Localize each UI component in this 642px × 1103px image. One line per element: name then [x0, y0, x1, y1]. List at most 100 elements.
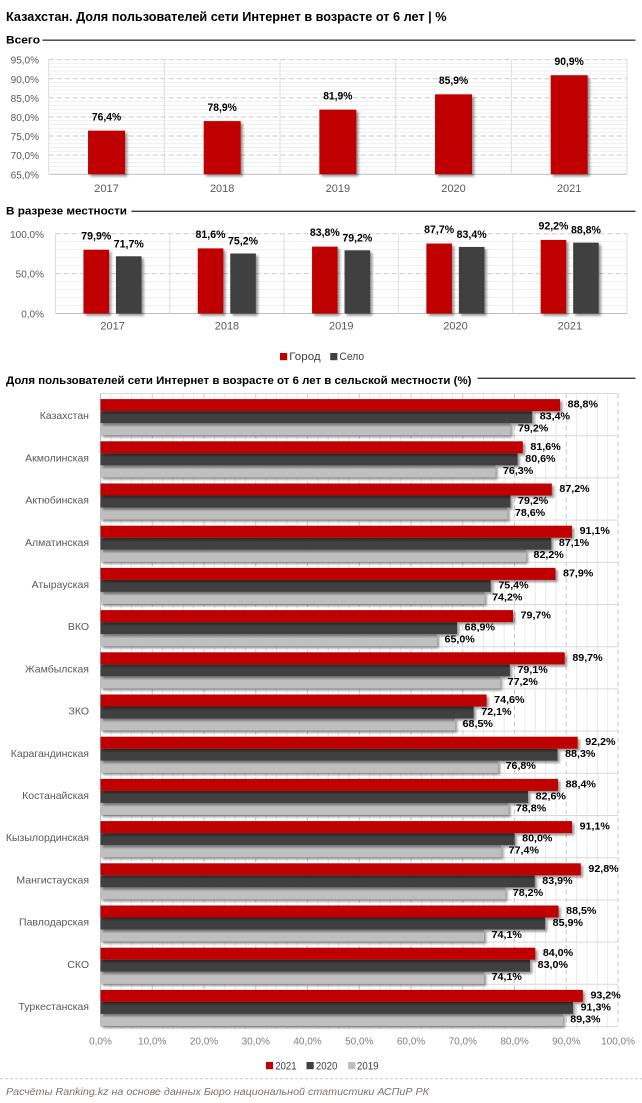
svg-text:79,2%: 79,2% [518, 496, 548, 507]
svg-text:2019: 2019 [329, 321, 353, 333]
svg-text:83,9%: 83,9% [542, 876, 572, 887]
svg-text:70,0%: 70,0% [11, 151, 39, 162]
svg-text:60,0%: 60,0% [397, 1037, 425, 1048]
svg-text:83,4%: 83,4% [540, 412, 570, 423]
svg-text:Алматинская: Алматинская [25, 537, 89, 549]
svg-text:68,5%: 68,5% [463, 719, 493, 730]
svg-text:76,3%: 76,3% [503, 466, 533, 477]
svg-text:91,3%: 91,3% [581, 1002, 611, 1013]
svg-text:93,2%: 93,2% [590, 990, 620, 1001]
svg-text:2019: 2019 [357, 1060, 379, 1072]
svg-text:92,8%: 92,8% [588, 864, 618, 875]
svg-text:85,0%: 85,0% [11, 94, 39, 105]
svg-text:88,8%: 88,8% [571, 225, 601, 237]
svg-text:2021: 2021 [557, 183, 581, 195]
svg-text:40,0%: 40,0% [293, 1037, 321, 1048]
svg-text:83,8%: 83,8% [310, 227, 340, 239]
svg-text:79,1%: 79,1% [517, 665, 547, 676]
svg-text:77,4%: 77,4% [509, 846, 539, 857]
svg-text:89,3%: 89,3% [570, 1014, 600, 1025]
svg-text:91,1%: 91,1% [580, 526, 610, 537]
svg-text:80,0%: 80,0% [500, 1037, 528, 1048]
svg-text:75,4%: 75,4% [498, 580, 528, 591]
svg-text:Акмолинская: Акмолинская [25, 452, 89, 464]
svg-text:79,2%: 79,2% [518, 424, 548, 435]
svg-text:50,0%: 50,0% [16, 270, 44, 281]
svg-text:Карагандинская: Карагандинская [11, 748, 89, 760]
svg-text:10,0%: 10,0% [138, 1037, 166, 1048]
svg-text:80,0%: 80,0% [11, 113, 39, 124]
svg-text:Актюбинская: Актюбинская [25, 495, 89, 507]
svg-text:Костанайская: Костанайская [22, 790, 89, 802]
svg-text:95,0%: 95,0% [11, 56, 39, 67]
svg-text:СКО: СКО [67, 959, 89, 971]
svg-text:88,8%: 88,8% [568, 400, 598, 411]
svg-text:87,1%: 87,1% [559, 538, 589, 549]
svg-text:87,9%: 87,9% [563, 568, 593, 579]
svg-text:76,8%: 76,8% [506, 761, 536, 772]
svg-text:2021: 2021 [558, 321, 582, 333]
svg-text:2017: 2017 [100, 321, 124, 333]
svg-text:74,6%: 74,6% [494, 695, 524, 706]
svg-text:Жамбылская: Жамбылская [25, 663, 89, 675]
svg-text:78,6%: 78,6% [515, 508, 545, 519]
svg-text:70,0%: 70,0% [449, 1037, 477, 1048]
svg-text:Расчёты Ranking.kz на основе д: Расчёты Ranking.kz на основе данных Бюро… [6, 1087, 430, 1098]
svg-text:78,8%: 78,8% [516, 803, 546, 814]
svg-text:2019: 2019 [326, 183, 350, 195]
svg-text:89,7%: 89,7% [572, 653, 602, 664]
svg-text:88,5%: 88,5% [566, 906, 596, 917]
svg-text:0,0%: 0,0% [21, 310, 44, 321]
svg-text:80,6%: 80,6% [525, 454, 555, 465]
svg-text:В разрезе местности: В разрезе местности [6, 206, 127, 218]
svg-text:87,2%: 87,2% [559, 484, 589, 495]
svg-text:72,1%: 72,1% [481, 707, 511, 718]
svg-text:79,2%: 79,2% [342, 232, 372, 244]
svg-text:71,7%: 71,7% [114, 238, 144, 250]
svg-text:0,0%: 0,0% [89, 1037, 112, 1048]
svg-text:88,3%: 88,3% [565, 749, 595, 760]
svg-text:78,9%: 78,9% [208, 102, 237, 114]
svg-text:50,0%: 50,0% [345, 1037, 373, 1048]
svg-text:Павлодарская: Павлодарская [19, 917, 89, 929]
svg-text:Доля пользователей сети Интерн: Доля пользователей сети Интернет в возра… [6, 375, 472, 387]
svg-text:65,0%: 65,0% [11, 170, 39, 181]
svg-text:91,1%: 91,1% [580, 822, 610, 833]
svg-text:2018: 2018 [210, 183, 234, 195]
svg-text:2020: 2020 [316, 1060, 338, 1072]
svg-text:88,4%: 88,4% [566, 779, 596, 790]
svg-text:2020: 2020 [443, 321, 467, 333]
svg-text:75,2%: 75,2% [228, 236, 258, 248]
svg-text:82,6%: 82,6% [536, 791, 566, 802]
svg-text:74,2%: 74,2% [492, 592, 522, 603]
svg-text:Казахстан. Доля пользователей: Казахстан. Доля пользователей сети Интер… [6, 9, 447, 24]
svg-text:80,0%: 80,0% [522, 834, 552, 845]
svg-text:90,9%: 90,9% [555, 56, 584, 68]
svg-text:75,0%: 75,0% [11, 132, 39, 143]
svg-text:83,0%: 83,0% [538, 960, 568, 971]
svg-text:ВКО: ВКО [68, 621, 89, 633]
svg-text:81,6%: 81,6% [196, 229, 226, 241]
svg-text:Мангистауская: Мангистауская [16, 874, 89, 886]
svg-text:2021: 2021 [275, 1060, 297, 1072]
svg-text:92,2%: 92,2% [538, 221, 568, 233]
svg-text:81,9%: 81,9% [323, 90, 352, 102]
svg-text:79,7%: 79,7% [521, 611, 551, 622]
svg-text:ЗКО: ЗКО [68, 706, 89, 718]
svg-text:Казахстан: Казахстан [40, 410, 89, 422]
svg-text:85,9%: 85,9% [553, 918, 583, 929]
svg-text:65,0%: 65,0% [445, 635, 475, 646]
svg-text:82,2%: 82,2% [534, 550, 564, 561]
svg-text:78,2%: 78,2% [513, 888, 543, 899]
svg-text:74,1%: 74,1% [492, 972, 522, 983]
svg-text:76,4%: 76,4% [92, 111, 121, 123]
svg-text:90,0%: 90,0% [11, 75, 39, 86]
svg-text:Город: Город [289, 351, 321, 363]
svg-text:79,9%: 79,9% [81, 230, 111, 242]
svg-text:20,0%: 20,0% [190, 1037, 218, 1048]
svg-text:81,6%: 81,6% [530, 442, 560, 453]
svg-text:2020: 2020 [441, 183, 465, 195]
svg-text:Село: Село [339, 351, 364, 363]
svg-text:83,4%: 83,4% [457, 229, 487, 241]
svg-text:74,1%: 74,1% [492, 930, 522, 941]
